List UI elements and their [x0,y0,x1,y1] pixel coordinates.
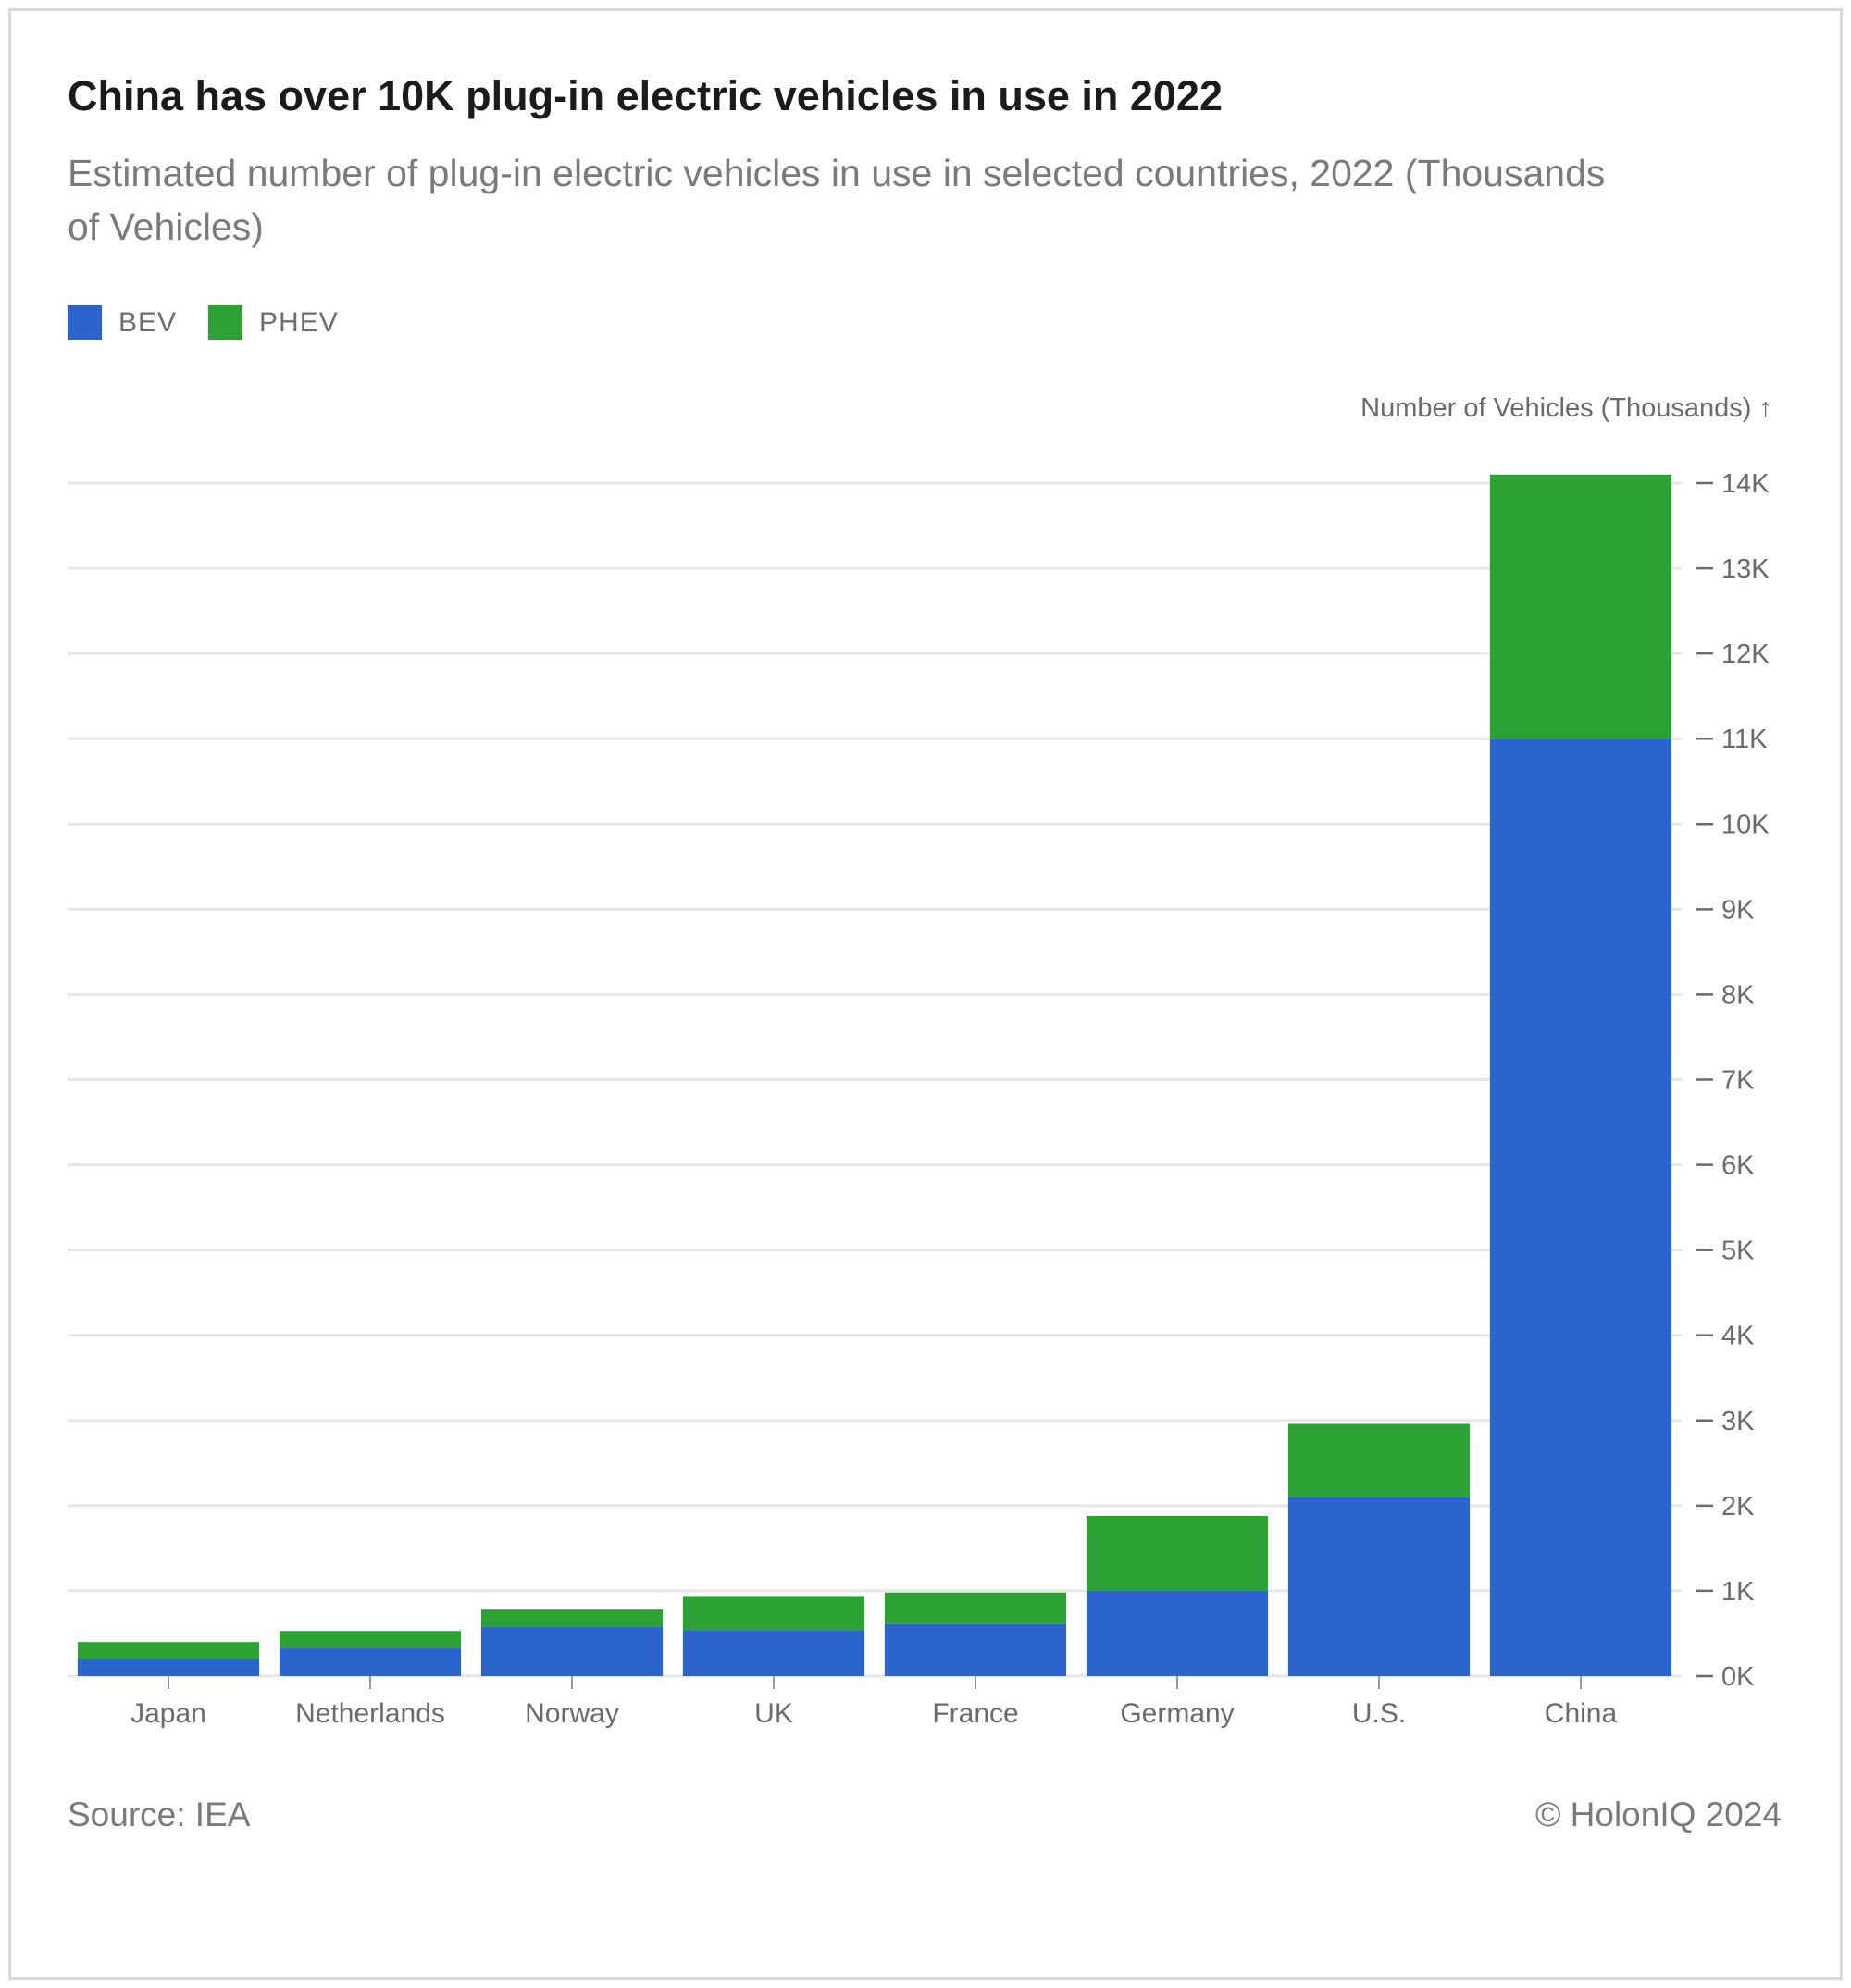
y-tick-label: 0K [1721,1662,1755,1692]
x-tick-label: UK [754,1698,793,1729]
x-tick-label: France [932,1698,1018,1729]
bar-phev[interactable] [884,1592,1067,1624]
legend-label-bev: BEV [118,306,178,338]
chart-title: China has over 10K plug-in electric vehi… [68,72,1223,119]
y-axis: 0K 1K 2K 3K 4K 5K 6K 7K 8K 9K 10K 11K 12K 13K 14K [1696,469,1770,1692]
legend-swatch-bev [68,305,102,340]
y-tick-label: 2K [1721,1492,1755,1522]
x-tick-label: Norway [525,1698,619,1729]
copyright-note: © HolonIQ 2024 [1535,1795,1782,1833]
x-tick-label: China [1545,1698,1618,1729]
x-tick-label: Germany [1120,1698,1234,1729]
chart-subtitle: Estimated number of plug-in electric veh… [68,152,1606,248]
y-tick-label: 7K [1721,1066,1755,1096]
x-tick-label: Japan [130,1698,206,1729]
bar-phev[interactable] [1489,474,1672,739]
y-tick-label: 10K [1721,810,1770,839]
legend-item-bev[interactable]: BEV [68,305,177,340]
bar-phev[interactable] [1287,1423,1471,1497]
bar-bev[interactable] [1287,1497,1471,1676]
x-tick-label: U.S. [1352,1698,1406,1729]
source-note: Source: IEA [68,1795,251,1833]
legend: BEV PHEV [68,305,370,340]
y-tick-label: 1K [1721,1577,1755,1607]
y-tick-label: 11K [1721,725,1768,754]
y-tick-label: 8K [1721,980,1755,1010]
bar-phev[interactable] [1086,1515,1269,1591]
y-axis-label: Number of Vehicles (Thousands) ↑ [1360,393,1772,423]
bars [77,474,1672,1676]
legend-item-phev[interactable]: PHEV [208,305,339,340]
y-tick-label: 6K [1721,1151,1755,1181]
y-tick-label: 13K [1721,554,1770,584]
bar-phev[interactable] [480,1609,664,1627]
y-tick-label: 3K [1721,1407,1755,1436]
bar-bev[interactable] [682,1630,865,1676]
y-tick-label: 9K [1721,895,1755,925]
x-tick-label: Netherlands [295,1698,445,1729]
bar-phev[interactable] [682,1596,865,1631]
x-axis: Japan Netherlands Norway UK France Germany U.S… [130,1676,1618,1729]
legend-label-phev: PHEV [259,306,339,338]
bar-bev[interactable] [1489,739,1672,1676]
bar-phev[interactable] [77,1642,260,1659]
bar-bev[interactable] [77,1659,260,1676]
legend-swatch-phev [208,305,243,340]
y-tick-label: 12K [1721,640,1770,669]
bar-bev[interactable] [480,1626,664,1676]
bar-bev[interactable] [1086,1590,1269,1676]
bar-bev[interactable] [884,1623,1067,1676]
y-tick-label: 4K [1721,1322,1755,1351]
bar-phev[interactable] [279,1631,462,1648]
y-tick-label: 5K [1721,1236,1755,1266]
bar-bev[interactable] [279,1647,462,1676]
y-tick-label: 14K [1721,469,1770,499]
